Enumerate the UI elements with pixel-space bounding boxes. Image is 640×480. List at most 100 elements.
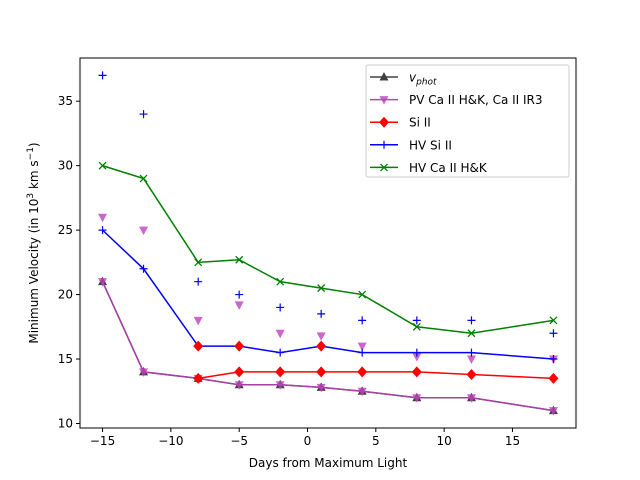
legend-entry: vphot	[370, 71, 437, 88]
data-point	[98, 71, 107, 80]
data-point	[98, 226, 107, 235]
data-point	[358, 316, 367, 325]
legend: vphot PV Ca II H&K, Ca II IR3 Si II HV Si I…	[365, 64, 570, 178]
data-point	[139, 174, 148, 183]
data-point	[235, 290, 244, 299]
data-point	[275, 329, 285, 339]
legend-marker	[379, 116, 389, 128]
data-point	[357, 366, 368, 378]
legend-label: PV Ca II H&K, Ca II IR3	[409, 93, 543, 107]
data-point	[411, 366, 422, 378]
data-point	[193, 372, 204, 384]
x-tick-label: −5	[230, 434, 248, 448]
legend-marker	[380, 163, 388, 172]
y-tick-label: 20	[58, 288, 73, 302]
data-point	[549, 355, 558, 364]
legend-label-sub: phot	[415, 78, 437, 88]
data-point	[194, 277, 203, 286]
data-point	[316, 340, 327, 352]
data-point	[98, 161, 107, 170]
series-hv-si-ii-upper-	[98, 71, 558, 338]
y-tick-label: 25	[58, 223, 73, 237]
x-tick-label: 0	[304, 434, 312, 448]
series-line	[102, 164, 554, 335]
data-point	[276, 277, 285, 286]
y-axis-label-sup: −1	[26, 147, 36, 160]
data-point	[357, 387, 367, 397]
data-point	[412, 348, 421, 357]
data-point	[412, 316, 421, 325]
legend-label: vphot	[409, 71, 437, 88]
data-point	[194, 258, 203, 267]
data-point	[193, 340, 204, 352]
data-point	[234, 366, 245, 378]
y-tick-label: 10	[58, 416, 73, 430]
data-point	[317, 309, 326, 318]
y-axis-label-text: Minimum Velocity (in 10	[27, 199, 41, 344]
data-point	[412, 322, 421, 331]
series-si-ii-upper-	[193, 340, 327, 352]
x-axis: −15 −10 −5 0 5 10 15	[90, 428, 520, 448]
y-axis: 10 15 20 25 30 35	[58, 94, 80, 430]
data-point	[317, 284, 326, 293]
series-layer	[98, 71, 559, 416]
data-point	[234, 381, 244, 390]
data-point	[548, 407, 558, 416]
data-point	[139, 226, 149, 236]
data-point	[276, 348, 285, 357]
y-axis-label: Minimum Velocity (in 103 km s−1)	[26, 142, 41, 343]
x-tick-label: −10	[158, 434, 183, 448]
data-point	[139, 368, 149, 377]
x-tick-label: 15	[505, 434, 520, 448]
data-point	[412, 352, 422, 362]
data-point	[466, 394, 476, 403]
legend-entry: PV Ca II H&K, Ca II IR3	[370, 93, 543, 107]
y-tick-label: 30	[58, 159, 73, 173]
data-point	[549, 316, 558, 325]
series-line	[101, 281, 554, 412]
legend-marker	[379, 72, 389, 81]
data-point	[275, 381, 285, 390]
data-point	[235, 255, 244, 264]
data-point	[98, 213, 108, 223]
series-si-ii	[193, 366, 559, 384]
data-point	[549, 329, 558, 338]
legend-label-main: v	[409, 71, 417, 85]
data-point	[357, 342, 367, 352]
data-point	[98, 278, 108, 287]
legend-box	[365, 64, 570, 178]
legend-label: HV Si II	[409, 138, 452, 152]
data-point	[316, 366, 327, 378]
data-point	[467, 329, 476, 338]
y-tick-label: 35	[58, 94, 73, 108]
data-point	[139, 110, 148, 119]
x-tick-label: 5	[372, 434, 380, 448]
legend-entry: HV Ca II H&K	[370, 161, 488, 175]
y-axis-label-close: )	[27, 142, 41, 147]
data-point	[275, 366, 286, 378]
data-point	[467, 316, 476, 325]
data-point	[234, 301, 244, 310]
data-point	[358, 290, 367, 299]
data-point	[466, 355, 476, 365]
legend-marker	[379, 96, 389, 105]
y-axis-label-sup: 3	[26, 193, 36, 199]
y-axis-label-units: km s	[27, 160, 41, 193]
data-point	[466, 368, 477, 380]
series-pv-ca-ii-h-k-ca-ii-ir3-upper-	[98, 213, 558, 365]
plot-frame	[79, 57, 577, 429]
series-line	[102, 229, 554, 360]
y-tick-label: 15	[58, 352, 73, 366]
data-point	[316, 332, 326, 341]
data-point	[276, 303, 285, 312]
legend-label: Si II	[409, 116, 431, 130]
x-axis-label: Days from Maximum Light	[249, 456, 408, 470]
series-line	[198, 371, 554, 380]
legend-label: HV Ca II H&K	[409, 161, 488, 175]
legend-entry: HV Si II	[370, 138, 452, 152]
legend-marker	[380, 140, 388, 149]
data-point	[234, 340, 245, 352]
x-tick-label: 10	[437, 434, 452, 448]
data-point	[412, 394, 422, 403]
